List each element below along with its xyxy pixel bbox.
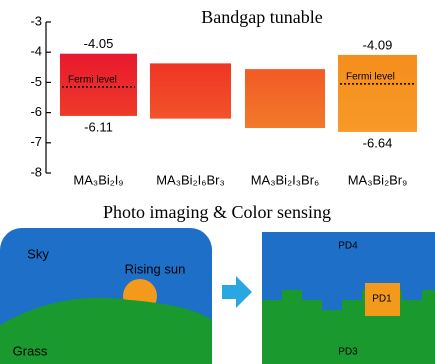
value-label: -6.64	[363, 135, 393, 150]
value-label: -4.09	[363, 37, 393, 52]
y-tick-label: -7	[30, 134, 42, 149]
grass-label: Grass	[13, 343, 48, 358]
bar	[150, 63, 231, 118]
value-label: -4.05	[84, 36, 114, 51]
pd4-label: PD4	[338, 241, 358, 252]
arrow	[222, 276, 252, 308]
x-tick-label: MA₃Bi₂I₉	[73, 172, 123, 187]
y-tick-label: -5	[30, 74, 42, 89]
fermi-label: Fermi level	[346, 72, 395, 83]
sky-label: Sky	[27, 246, 49, 261]
y-tick-label: -6	[30, 104, 42, 119]
chart-title: Bandgap tunable	[201, 7, 322, 27]
x-tick-label: MA₃Bi₂I₃Br₆	[251, 172, 320, 187]
pd3-label: PD3	[338, 347, 358, 358]
y-tick-label: -4	[30, 44, 42, 59]
x-tick-label: MA₃Bi₂I₆Br₃	[156, 172, 225, 187]
chart: -3 -4 -5 -6 -7 -8 -4.05 -6.11 Fermi level MA₃Bi₂I…	[30, 13, 417, 187]
y-tick-label: -8	[30, 164, 42, 179]
fermi-label: Fermi level	[68, 75, 117, 86]
scene: Sky Rising sun Grass	[0, 228, 212, 364]
x-tick-label: MA₃Bi₂Br₉	[348, 172, 408, 187]
sun-label: Rising sun	[125, 261, 186, 276]
value-label: -6.11	[84, 119, 113, 134]
illustration-title: Photo imaging & Color sensing	[103, 202, 331, 222]
figure: Bandgap tunable -3 -4 -5 -6 -7 -8 -4.05 -6.11 Fe…	[0, 0, 435, 364]
pd1-label: PD1	[372, 294, 392, 305]
bar	[245, 69, 325, 128]
sensor: PD4 PD1 PD3	[262, 232, 435, 364]
y-tick-label: -3	[30, 13, 42, 28]
bar	[338, 55, 417, 132]
